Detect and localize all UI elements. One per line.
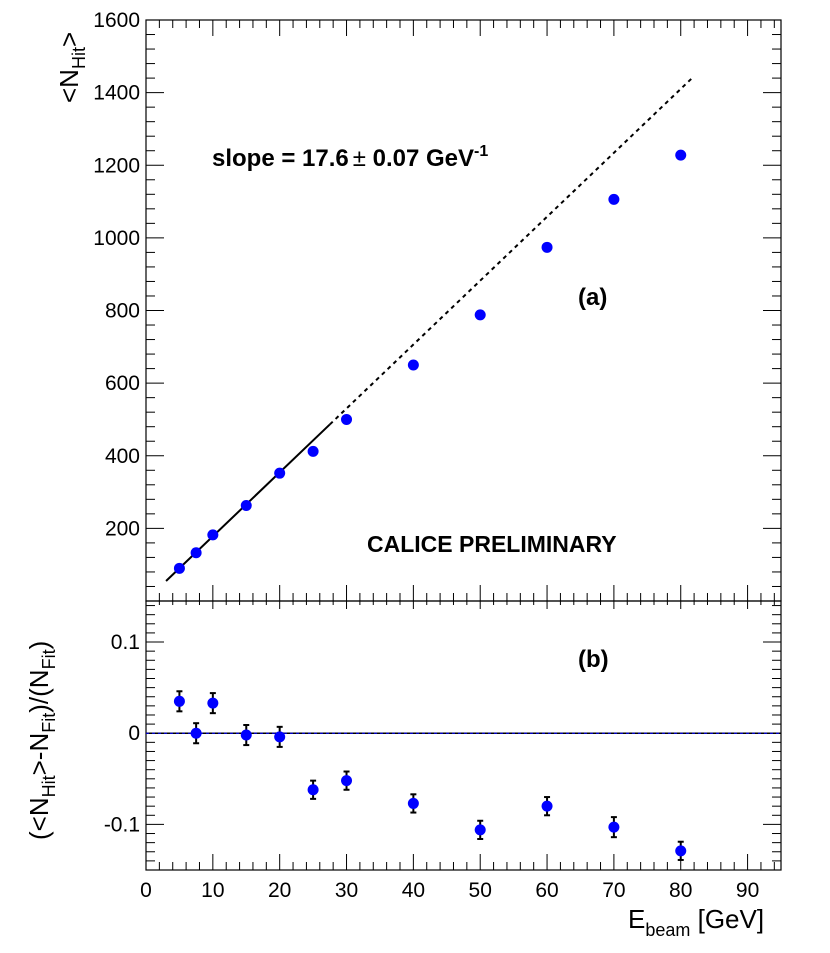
panel-b-label: (b)	[578, 646, 609, 673]
calice-preliminary-label: CALICE PRELIMINARY	[367, 531, 617, 557]
x-tick-label: 80	[669, 879, 692, 902]
data-point-a	[407, 359, 419, 371]
pm-sign: ±	[353, 145, 366, 172]
y-title-b-p4: )/(N	[24, 669, 54, 712]
x-tick-label: 20	[268, 879, 291, 902]
panel-b-points	[173, 690, 687, 861]
data-point-b	[341, 775, 353, 787]
x-tick-label: 30	[335, 879, 358, 902]
y-tick-label-a: 1000	[93, 227, 140, 250]
x-tick-label: 0	[140, 879, 152, 902]
y-tick-label-b: -0.1	[104, 813, 140, 836]
y-tick-label-a: 1400	[93, 82, 140, 105]
y-title-b-p1: Hit	[39, 775, 59, 797]
slope-annotation: slope = 17.6 ± 0.07 GeV-1	[212, 143, 488, 172]
y-axis-title-a: <NHit>	[54, 32, 89, 103]
y-tick-label-b: 0.1	[111, 631, 140, 654]
x-tick-label: 50	[469, 879, 492, 902]
fit-line-dashed	[329, 75, 695, 426]
data-point-a	[675, 149, 687, 161]
x-tick-label: 40	[402, 879, 425, 902]
data-point-b	[274, 731, 286, 743]
data-point-b	[608, 821, 620, 833]
axis-ticks: 0 10 20 30 40 50 60 70 80 90 200 400 600 800 1000 1200 1…	[93, 9, 781, 902]
panel-b-frame	[145, 600, 782, 871]
data-point-b	[207, 697, 219, 709]
data-point-b	[474, 824, 486, 836]
y-title-b-p2: >-N	[24, 733, 54, 776]
data-point-a	[240, 499, 252, 511]
data-point-b	[541, 800, 553, 812]
slope-text: slope = 17.6	[212, 145, 349, 172]
y-tick-label-a: 800	[105, 300, 140, 323]
panel-a-frame	[145, 19, 782, 602]
y-tick-label-a: 1600	[93, 9, 140, 32]
x-title-unit: [GeV]	[690, 904, 764, 934]
data-point-b	[173, 695, 185, 707]
y-tick-label-a: 400	[105, 445, 140, 468]
y-tick-label-b: 0	[128, 722, 140, 745]
x-tick-label: 90	[736, 879, 759, 902]
data-point-a	[274, 467, 286, 479]
y-title-a-sub: Hit	[69, 47, 89, 69]
panel-a-label: (a)	[578, 284, 607, 311]
data-point-a	[207, 529, 219, 541]
data-point-b	[307, 784, 319, 796]
y-tick-label-a: 600	[105, 372, 140, 395]
y-axis-title-b: (<NHit>-NFit)/(NFit)	[24, 641, 59, 840]
x-title-sub: beam	[645, 920, 690, 940]
y-title-a-main: <N	[54, 69, 84, 103]
y-tick-label-a: 1200	[93, 154, 140, 177]
panel-a-points	[173, 149, 687, 574]
y-tick-label-a: 200	[105, 517, 140, 540]
data-point-b	[240, 729, 252, 741]
data-point-a	[341, 413, 353, 425]
slope-exponent: -1	[474, 143, 488, 160]
x-tick-label: 70	[602, 879, 625, 902]
data-point-a	[608, 193, 620, 205]
y-title-b-p6: )	[24, 641, 54, 650]
y-title-a-end: >	[54, 32, 84, 47]
data-point-a	[173, 562, 185, 574]
data-point-a	[307, 445, 319, 457]
data-point-a	[541, 241, 553, 253]
data-point-a	[190, 547, 202, 559]
fit-lines	[146, 75, 781, 734]
data-point-b	[407, 797, 419, 809]
x-axis-title: Ebeam [GeV]	[628, 904, 764, 940]
x-tick-label: 10	[201, 879, 224, 902]
y-title-b-p0: (<N	[24, 797, 54, 840]
data-point-a	[474, 309, 486, 321]
y-title-b-p3: Fit	[39, 713, 59, 733]
data-point-b	[190, 727, 202, 739]
y-title-b-p5: Fit	[39, 649, 59, 669]
x-tick-label: 60	[535, 879, 558, 902]
data-point-b	[675, 845, 687, 857]
slope-error: 0.07 GeV	[366, 145, 474, 172]
x-title-main: E	[628, 904, 645, 934]
